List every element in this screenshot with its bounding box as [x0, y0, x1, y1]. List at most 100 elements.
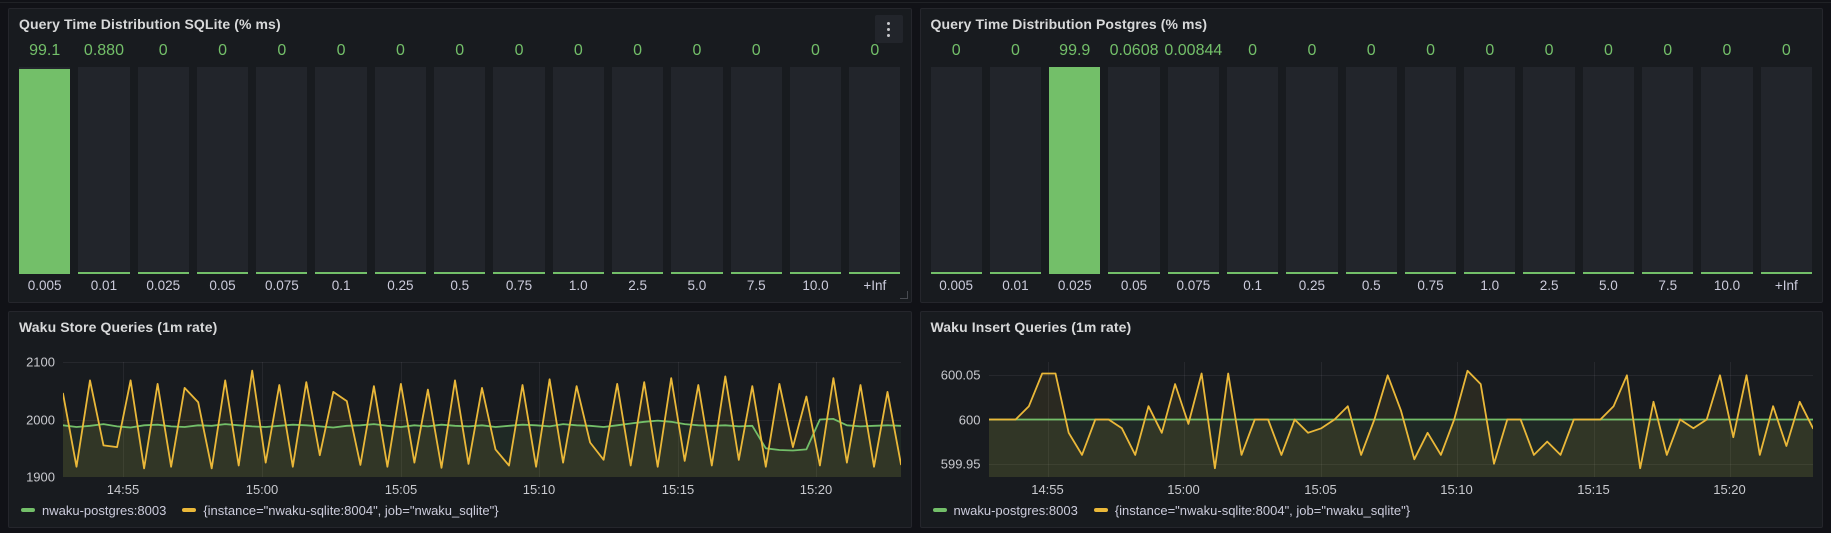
legend-item[interactable]: {instance="nwaku-sqlite:8004", job="nwak… [182, 502, 499, 518]
x-tick-label: 15:10 [1440, 482, 1473, 497]
x-tick-label: 15:15 [661, 482, 695, 497]
bar-fill [137, 272, 189, 274]
bar-value-label: 0 [1603, 42, 1613, 59]
panel-header: Waku Insert Queries (1m rate) [921, 312, 1823, 342]
plot-area[interactable] [63, 362, 901, 477]
legend-item[interactable]: nwaku-postgres:8003 [932, 502, 1078, 518]
bar-column[interactable]: 0 0.1 [315, 39, 367, 296]
panel-query-time-postgres: Query Time Distribution Postgres (% ms) … [919, 8, 1823, 303]
bar-column[interactable]: 0 1.0 [1464, 39, 1516, 296]
panel-title-insert[interactable]: Waku Insert Queries (1m rate) [930, 319, 1132, 335]
bar-column[interactable]: 0 0.25 [374, 39, 427, 296]
bar-fill [1642, 272, 1694, 274]
bar-column[interactable]: 0 0.025 [137, 39, 189, 296]
y-tick-label: 599.95 [940, 456, 981, 472]
legend-series-color-icon [182, 508, 197, 512]
bargauge-postgres: 0 0.005 0 0.01 99.9 0.025 0.0608 0.05 0.00844 0.0… [921, 39, 1823, 302]
bar-column[interactable]: 99.1 0.005 [19, 39, 71, 296]
bar-value-label: 0 [1663, 42, 1673, 59]
bar-track [989, 67, 1042, 274]
bar-column[interactable]: 0 2.5 [1523, 39, 1575, 296]
panel-header: Waku Store Queries (1m rate) [9, 312, 911, 342]
bucket-label: 1.0 [568, 277, 588, 293]
bar-column[interactable]: 0 0.25 [1286, 39, 1338, 296]
bar-track [552, 67, 604, 274]
bucket-label: 7.5 [1658, 277, 1678, 293]
plot-area[interactable] [988, 362, 1813, 477]
panel-title-store[interactable]: Waku Store Queries (1m rate) [19, 319, 218, 335]
bar-column[interactable]: 0.880 0.01 [78, 39, 130, 296]
bar-value-label: 0 [1010, 42, 1020, 59]
bar-fill [1286, 272, 1338, 274]
chart-canvas [988, 362, 1813, 477]
timeseries-insert: 600.05 600 599.95 14:55 15:00 15:05 15:10 15:1… [921, 342, 1823, 527]
bar-fill [552, 272, 604, 274]
panel-menu-kebab-icon[interactable] [874, 15, 903, 43]
bar-fill [1226, 272, 1279, 274]
y-tick-label: 2100 [26, 354, 55, 370]
bar-column[interactable]: 0 0.005 [930, 39, 982, 296]
bucket-label: 10.0 [802, 277, 829, 293]
bar-column[interactable]: 0 0.01 [989, 39, 1042, 296]
bar-column[interactable]: 0 0.05 [196, 39, 249, 296]
bar-column[interactable]: 0 0.075 [256, 39, 308, 296]
legend-series-label: {instance="nwaku-sqlite:8004", job="nwak… [203, 502, 499, 518]
chart-canvas [63, 362, 901, 477]
bar-value-label: 0.880 [83, 42, 124, 59]
legend-series-label: nwaku-postgres:8003 [953, 502, 1078, 518]
bucket-label: 2.5 [628, 277, 647, 293]
bar-fill [849, 272, 901, 274]
bar-value-label: 0 [158, 42, 168, 59]
bar-fill [1404, 272, 1457, 274]
panel-title-sqlite[interactable]: Query Time Distribution SQLite (% ms) [19, 16, 281, 32]
bar-column[interactable]: 0 0.5 [434, 39, 486, 296]
x-tick-label: 14:55 [106, 482, 140, 497]
bar-value-label: 0 [218, 42, 227, 59]
bar-fill [256, 272, 308, 274]
bar-track [256, 67, 308, 274]
bar-column[interactable]: 0.0608 0.05 [1108, 39, 1160, 296]
legend-series-color-icon [932, 508, 947, 512]
bar-column[interactable]: 0 7.5 [730, 39, 782, 296]
bar-column[interactable]: 0 0.1 [1226, 39, 1279, 296]
bar-track [671, 67, 723, 274]
bar-column[interactable]: 0 0.5 [1345, 39, 1397, 296]
legend-item[interactable]: nwaku-postgres:8003 [21, 503, 166, 518]
bar-track [730, 67, 782, 274]
bar-value-label: 0 [395, 42, 405, 59]
bar-value-label: 0 [751, 42, 761, 59]
bar-fill [789, 272, 842, 274]
timeseries-store: 2100 2000 1900 14:55 15:00 15:05 15:10 15:15 15… [9, 342, 911, 527]
x-tick-label: 15:10 [522, 482, 556, 497]
bar-column[interactable]: 0 +Inf [1760, 39, 1812, 296]
bar-value-label: 0 [692, 42, 702, 59]
bar-column[interactable]: 0 5.0 [1582, 39, 1635, 296]
bar-column[interactable]: 0 10.0 [1701, 39, 1753, 296]
bar-fill [1345, 272, 1397, 274]
legend-series-label: nwaku-postgres:8003 [42, 502, 167, 518]
panel-resize-handle[interactable] [899, 291, 908, 299]
legend-series-color-icon [21, 508, 35, 512]
bar-column[interactable]: 0 +Inf [849, 39, 901, 296]
bar-column[interactable]: 0 7.5 [1642, 39, 1694, 296]
bar-column[interactable]: 0 0.75 [493, 39, 545, 296]
bar-track [374, 67, 427, 274]
y-tick-label: 600 [958, 412, 981, 428]
bar-column[interactable]: 99.9 0.025 [1049, 39, 1101, 296]
bar-track [1760, 67, 1812, 274]
legend-item[interactable]: {instance="nwaku-sqlite:8004", job="nwak… [1093, 503, 1410, 518]
bar-column[interactable]: 0.00844 0.075 [1164, 39, 1222, 296]
panel-header: Query Time Distribution SQLite (% ms) [9, 9, 911, 39]
panel-title-postgres[interactable]: Query Time Distribution Postgres (% ms) [930, 16, 1208, 32]
bar-column[interactable]: 0 10.0 [789, 39, 842, 296]
bar-value-label: 0 [455, 42, 465, 59]
y-tick-label: 2000 [26, 412, 55, 428]
bar-column[interactable]: 0 0.75 [1404, 39, 1457, 296]
bar-fill [19, 68, 71, 274]
bar-column[interactable]: 0 5.0 [671, 39, 723, 296]
bar-column[interactable]: 0 1.0 [552, 39, 604, 296]
bar-fill [78, 272, 130, 274]
bar-column[interactable]: 0 2.5 [611, 39, 664, 296]
bar-track [1167, 67, 1219, 274]
